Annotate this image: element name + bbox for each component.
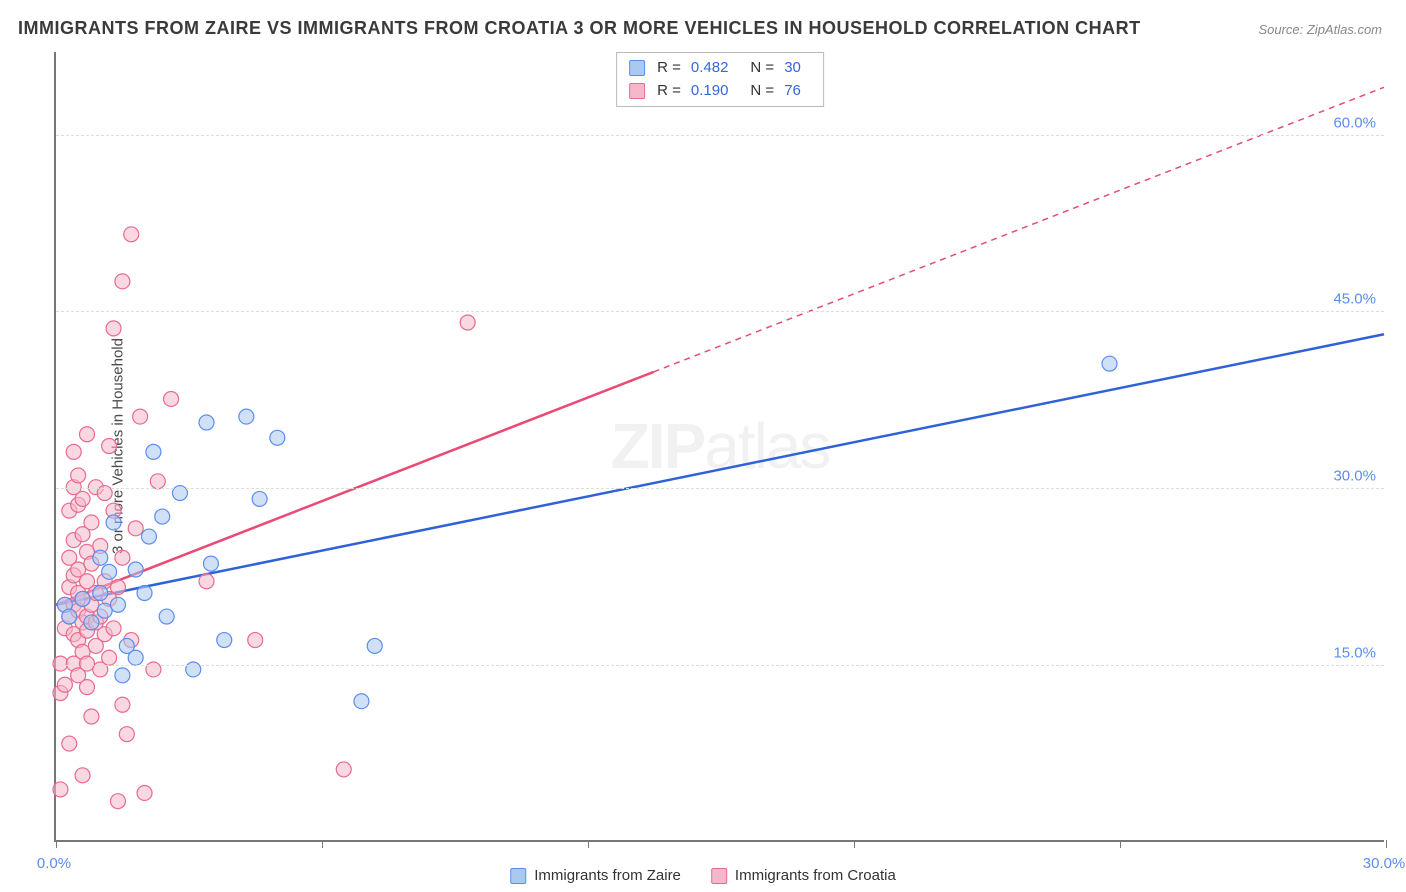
data-point [336, 762, 351, 777]
data-point [150, 474, 165, 489]
regression-line-0 [56, 334, 1384, 605]
data-point [146, 444, 161, 459]
data-point [106, 321, 121, 336]
data-point [115, 274, 130, 289]
data-point [110, 597, 125, 612]
data-point [93, 550, 108, 565]
data-point [57, 677, 72, 692]
r-label: R = [657, 80, 681, 103]
data-point [252, 491, 267, 506]
data-point [110, 580, 125, 595]
legend-swatch-croatia [711, 868, 727, 884]
stats-row-croatia: R = 0.190 N = 76 [629, 80, 811, 103]
data-point [62, 736, 77, 751]
data-point [239, 409, 254, 424]
data-point [75, 491, 90, 506]
data-point [159, 609, 174, 624]
data-point [79, 427, 94, 442]
legend-label-zaire: Immigrants from Zaire [534, 867, 681, 884]
data-point [84, 615, 99, 630]
source-label: Source: ZipAtlas.com [1258, 22, 1382, 37]
data-point [102, 439, 117, 454]
data-point [124, 227, 139, 242]
legend-item-croatia: Immigrants from Croatia [711, 867, 896, 884]
plot-area: ZIPatlas R = 0.482 N = 30 R = 0.190 N = … [54, 52, 1384, 842]
x-tick [56, 840, 57, 848]
r-value-zaire: 0.482 [691, 57, 729, 80]
data-point [203, 556, 218, 571]
x-tick [1120, 840, 1121, 848]
data-point [270, 430, 285, 445]
swatch-croatia [629, 83, 645, 99]
n-value-zaire: 30 [784, 57, 801, 80]
data-point [248, 633, 263, 648]
gridline-h [56, 488, 1384, 489]
data-point [71, 468, 86, 483]
y-tick-label: 60.0% [1333, 114, 1376, 131]
y-tick-label: 30.0% [1333, 468, 1376, 485]
legend-item-zaire: Immigrants from Zaire [510, 867, 681, 884]
x-tick [588, 840, 589, 848]
x-tick-label: 30.0% [1363, 855, 1406, 872]
gridline-h [56, 665, 1384, 666]
chart-title: IMMIGRANTS FROM ZAIRE VS IMMIGRANTS FROM… [18, 18, 1141, 39]
data-point [137, 586, 152, 601]
stats-box: R = 0.482 N = 30 R = 0.190 N = 76 [616, 52, 824, 107]
n-label: N = [750, 57, 774, 80]
x-tick [1386, 840, 1387, 848]
data-point [119, 727, 134, 742]
data-point [367, 638, 382, 653]
data-point [460, 315, 475, 330]
x-tick [854, 840, 855, 848]
data-point [62, 609, 77, 624]
data-point [1102, 356, 1117, 371]
data-point [133, 409, 148, 424]
data-point [128, 521, 143, 536]
bottom-legend: Immigrants from Zaire Immigrants from Cr… [510, 867, 896, 884]
data-point [84, 709, 99, 724]
data-point [102, 564, 117, 579]
legend-swatch-zaire [510, 868, 526, 884]
data-point [217, 633, 232, 648]
data-point [141, 529, 156, 544]
stats-row-zaire: R = 0.482 N = 30 [629, 57, 811, 80]
data-point [75, 768, 90, 783]
r-value-croatia: 0.190 [691, 80, 729, 103]
data-point [53, 782, 68, 797]
data-point [84, 515, 99, 530]
data-point [354, 694, 369, 709]
gridline-h [56, 135, 1384, 136]
y-tick-label: 15.0% [1333, 645, 1376, 662]
data-point [128, 650, 143, 665]
data-point [164, 391, 179, 406]
data-point [75, 591, 90, 606]
data-point [79, 680, 94, 695]
n-label: N = [750, 80, 774, 103]
data-point [137, 785, 152, 800]
data-point [106, 621, 121, 636]
data-point [199, 415, 214, 430]
x-tick-label: 0.0% [37, 855, 71, 872]
data-point [115, 668, 130, 683]
data-point [199, 574, 214, 589]
data-point [115, 697, 130, 712]
r-label: R = [657, 57, 681, 80]
regression-line-dashed-1 [654, 87, 1384, 372]
legend-label-croatia: Immigrants from Croatia [735, 867, 896, 884]
n-value-croatia: 76 [784, 80, 801, 103]
data-point [110, 794, 125, 809]
x-tick [322, 840, 323, 848]
data-point [102, 650, 117, 665]
data-point [115, 550, 130, 565]
data-point [128, 562, 143, 577]
data-point [155, 509, 170, 524]
data-point [106, 515, 121, 530]
gridline-h [56, 311, 1384, 312]
scatter-svg [56, 52, 1384, 840]
data-point [93, 586, 108, 601]
swatch-zaire [629, 60, 645, 76]
y-tick-label: 45.0% [1333, 291, 1376, 308]
data-point [66, 444, 81, 459]
